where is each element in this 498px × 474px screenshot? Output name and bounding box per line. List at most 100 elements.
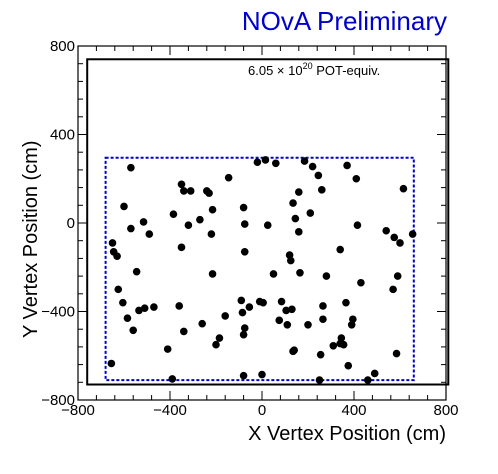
data-point	[382, 226, 391, 235]
data-point	[295, 228, 303, 236]
exposure-annotation: 6.05 × 1020 POT-equiv.	[248, 61, 380, 78]
data-point	[168, 375, 177, 383]
data-point	[322, 272, 331, 280]
data-point	[253, 158, 262, 166]
data-point	[408, 230, 417, 238]
data-point	[129, 326, 137, 335]
data-point	[186, 187, 195, 195]
data-point	[314, 171, 323, 180]
data-point	[269, 270, 278, 278]
data-point	[169, 210, 178, 218]
data-point	[288, 305, 296, 314]
y-tick-label: −800	[41, 392, 75, 409]
x-tick-label: 800	[433, 402, 458, 419]
data-point	[150, 303, 158, 311]
x-tick-label: −800	[61, 402, 95, 419]
data-point	[208, 270, 217, 278]
data-point	[300, 157, 309, 165]
y-tick-label: −400	[41, 304, 75, 321]
data-point	[180, 327, 188, 336]
data-point	[120, 202, 128, 211]
data-point	[212, 340, 220, 349]
data-point	[108, 239, 117, 247]
data-point	[337, 334, 346, 342]
data-point	[107, 359, 116, 368]
data-point	[139, 218, 148, 226]
data-point	[339, 340, 348, 349]
data-point	[240, 324, 249, 332]
data-point	[239, 330, 248, 339]
data-point	[215, 334, 224, 342]
data-point	[283, 320, 292, 329]
data-point	[306, 209, 315, 217]
data-point	[318, 186, 326, 194]
data-point	[277, 297, 286, 306]
y-tick-label: 0	[67, 215, 75, 232]
detector-outline	[86, 58, 450, 386]
data-point	[245, 303, 254, 311]
data-point	[357, 278, 365, 287]
data-point	[239, 371, 248, 380]
x-tick-label: 0	[258, 402, 266, 419]
data-point	[237, 296, 246, 305]
data-point	[177, 243, 186, 252]
data-point	[390, 233, 399, 242]
fiducial-volume-box	[104, 156, 415, 382]
data-point	[208, 205, 217, 214]
data-point	[392, 349, 401, 358]
data-point	[352, 174, 361, 183]
data-point	[263, 221, 272, 230]
y-tick-label: 800	[50, 38, 75, 55]
data-point	[259, 298, 267, 307]
data-point	[180, 187, 188, 195]
y-axis-title: Y Vertex Position (cm)	[20, 141, 42, 338]
exposure-prefix: 6.05 × 10	[248, 63, 303, 78]
data-point	[207, 230, 216, 238]
data-point	[127, 224, 135, 233]
data-point	[364, 376, 372, 384]
data-point	[175, 302, 183, 310]
data-point	[221, 312, 229, 320]
plot-area: −800 −400 0 400 800 −800 −400 0 400 800	[41, 38, 458, 419]
data-point	[240, 220, 249, 228]
data-point	[113, 252, 121, 260]
data-point	[238, 308, 247, 317]
data-points	[107, 156, 417, 384]
data-point	[343, 161, 351, 170]
data-point	[393, 272, 402, 280]
data-point	[239, 203, 248, 212]
data-point	[291, 214, 300, 223]
data-point	[344, 361, 353, 370]
data-point	[272, 159, 280, 168]
exposure-superscript: 20	[303, 61, 313, 71]
x-tick-label: 400	[341, 402, 366, 419]
data-point	[319, 302, 327, 310]
data-point	[140, 304, 149, 312]
data-point	[127, 163, 135, 172]
data-point	[114, 285, 123, 294]
data-point	[275, 316, 284, 325]
data-point	[349, 315, 357, 324]
data-point	[290, 346, 299, 355]
data-point	[296, 268, 304, 277]
data-point	[353, 221, 362, 230]
data-point	[282, 306, 290, 315]
data-point	[399, 184, 408, 193]
data-point	[304, 320, 312, 329]
data-point	[308, 162, 317, 171]
data-point	[329, 341, 338, 350]
data-point	[177, 180, 186, 189]
data-point	[316, 350, 325, 359]
data-point	[224, 173, 233, 182]
data-point	[319, 315, 327, 324]
x-tick-label: −400	[153, 402, 187, 419]
data-point	[295, 188, 303, 196]
data-point	[396, 239, 404, 247]
data-point	[336, 245, 345, 254]
data-point	[184, 221, 193, 230]
data-point	[119, 298, 127, 307]
data-point	[389, 285, 397, 294]
y-tick-label: 400	[50, 127, 75, 144]
data-point	[196, 215, 204, 224]
